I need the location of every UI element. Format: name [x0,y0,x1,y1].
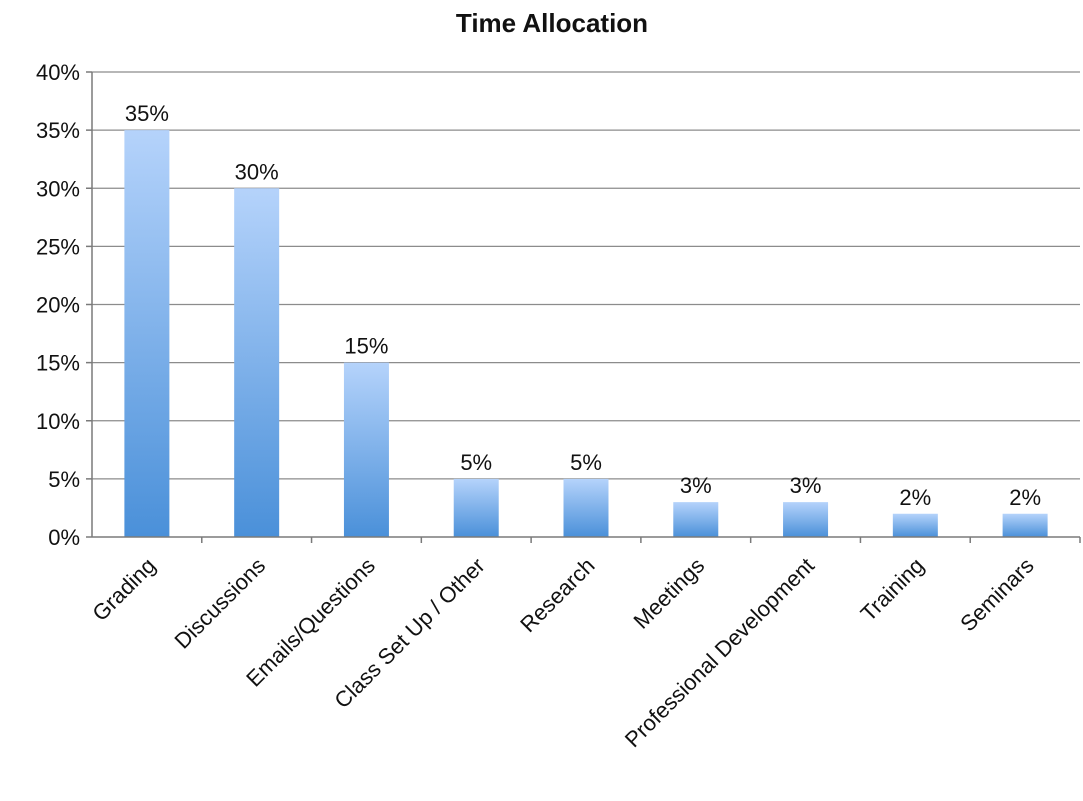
labels: 0% 5% 10% 15% 20% 25% 30% 35% 40% 35% Grading 30% Di… [36,60,1041,752]
x-tick-label: Meetings [629,553,710,634]
data-label: 5% [570,450,602,475]
x-tick-label: Training [856,553,929,626]
bar [563,478,609,537]
x-tick-label: Grading [87,553,160,626]
data-label: 30% [235,159,279,184]
y-tick-label: 5% [48,467,80,492]
x-tick-label: Research [515,553,599,637]
data-label: 35% [125,101,169,126]
bar [673,502,719,537]
bar [892,513,938,537]
data-label: 2% [899,485,931,510]
y-tick-label: 20% [36,293,80,318]
data-label: 15% [344,334,388,359]
bar [343,362,389,537]
y-tick-label: 25% [36,234,80,259]
bar [453,478,499,537]
y-tick-label: 10% [36,409,80,434]
chart-title: Time Allocation [456,8,648,38]
data-label: 2% [1009,485,1041,510]
y-tick-label: 0% [48,525,80,550]
axes [86,71,1081,543]
data-label: 5% [460,450,492,475]
y-tick-label: 35% [36,118,80,143]
bar [124,130,170,537]
bar [783,502,829,537]
x-tick-label: Discussions [170,553,271,654]
data-label: 3% [680,473,712,498]
y-tick-label: 15% [36,351,80,376]
y-tick-label: 40% [36,60,80,85]
bars [124,130,1048,537]
bar [234,188,280,537]
x-tick-label: Seminars [955,553,1038,636]
data-label: 3% [790,473,822,498]
y-tick-label: 30% [36,176,80,201]
x-tick-label: Professional Development [620,553,819,752]
bar [1002,513,1048,537]
